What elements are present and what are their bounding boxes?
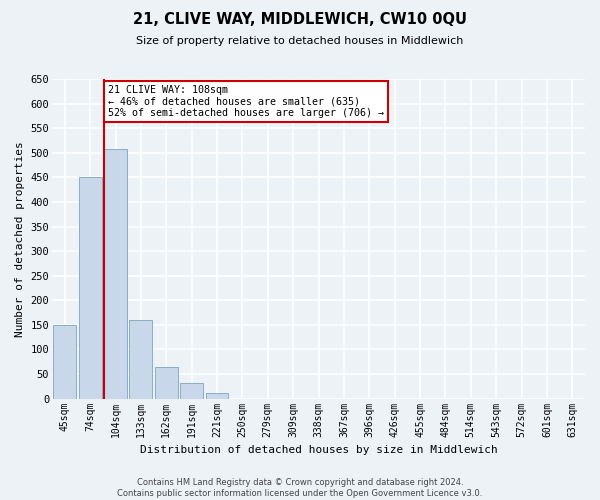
Text: Size of property relative to detached houses in Middlewich: Size of property relative to detached ho… [136,36,464,46]
Bar [206,392,229,398]
Bar [53,325,76,398]
Bar [130,320,152,398]
Bar [104,149,127,398]
Text: 21 CLIVE WAY: 108sqm
← 46% of detached houses are smaller (635)
52% of semi-deta: 21 CLIVE WAY: 108sqm ← 46% of detached h… [108,85,384,118]
X-axis label: Distribution of detached houses by size in Middlewich: Distribution of detached houses by size … [140,445,497,455]
Bar [79,178,101,398]
Bar [155,366,178,398]
Bar [180,383,203,398]
Text: Contains HM Land Registry data © Crown copyright and database right 2024.
Contai: Contains HM Land Registry data © Crown c… [118,478,482,498]
Text: 21, CLIVE WAY, MIDDLEWICH, CW10 0QU: 21, CLIVE WAY, MIDDLEWICH, CW10 0QU [133,12,467,28]
Y-axis label: Number of detached properties: Number of detached properties [15,141,25,336]
